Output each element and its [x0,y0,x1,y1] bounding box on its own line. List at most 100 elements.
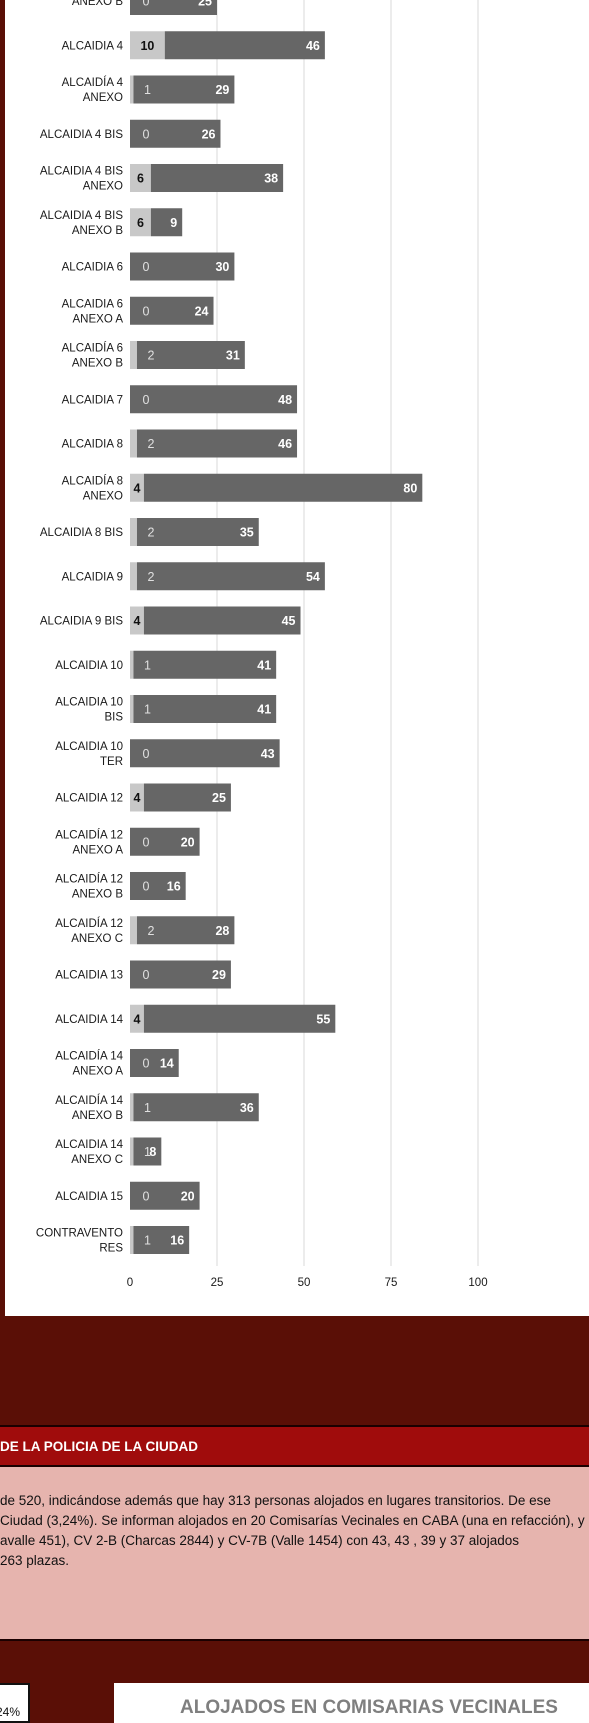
bar-segment-series-2 [130,119,221,148]
data-label-series-2: 36 [240,1101,254,1115]
bar-segment-series-1 [130,208,151,237]
category-label: ALCAIDIA 10 [55,697,123,709]
category-label: ANEXO B [72,225,123,237]
data-label-series-1: 0 [143,260,150,274]
data-label-series-2: 20 [181,835,195,849]
data-label-series-1: 0 [143,1057,150,1071]
data-label-series-1: 1 [144,703,151,717]
bar-segment-series-2 [136,916,235,945]
bar-segment-series-2 [143,606,301,635]
category-label: ANEXO B [72,1110,123,1122]
data-label-series-1: 2 [147,437,154,451]
data-label-series-2: 9 [170,216,177,230]
category-label: ALCAIDÍA 4 [62,76,124,89]
category-label: ALCAIDIA 6 [62,262,123,274]
bar-segment-series-2 [130,827,200,856]
data-label-series-1: 0 [143,127,150,141]
data-label-series-2: 30 [215,260,229,274]
percentage-box: 24% [0,1683,30,1723]
bar-segment-series-1 [130,695,134,723]
category-label: ALCAIDIA 14 [55,1014,123,1026]
data-label-series-2: 43 [261,747,275,761]
data-label-series-2: 25 [198,0,212,9]
data-label-series-2: 46 [278,437,292,451]
category-label: ALCAIDIA 12 [55,793,123,805]
data-label-series-1: 6 [137,172,144,186]
category-label: ALCAIDIA 14 [55,1139,123,1151]
category-label: ALCAIDÍA 14 [55,1094,123,1107]
category-label: ALCAIDIA 15 [55,1191,123,1203]
data-label-series-1: 10 [140,39,154,53]
info-line: de 520, indicándose además que hay 313 p… [0,1493,551,1508]
data-label-series-1: 0 [143,0,150,9]
data-label-series-1: 4 [133,791,140,805]
data-label-series-2: 14 [160,1057,174,1071]
category-label: ALCAIDÍA 12 [55,873,123,886]
category-label: ALCAIDIA 4 BIS [40,166,123,178]
category-label: ANEXO C [71,1154,123,1166]
data-label-series-1: 1 [144,1145,151,1159]
bar-segment-series-1 [130,606,144,635]
bar-segment-series-2 [133,650,277,679]
percentage-label: 24% [0,1705,21,1719]
category-label: ALCAIDÍA 12 [55,917,123,930]
data-label-series-1: 0 [143,1189,150,1203]
category-label: ALCAIDIA 6 [62,298,123,310]
bar-segment-series-2 [130,0,217,15]
data-label-series-1: 1 [144,1234,151,1248]
section-title: DE LA POLICIA DE LA CIUDAD [0,1439,198,1454]
category-label: ALCAIDIA 4 BIS [40,210,123,222]
data-label-series-2: 41 [257,703,271,717]
data-label-series-2: 46 [306,39,320,53]
category-label: ANEXO [83,181,123,193]
category-label: ANEXO [83,490,123,502]
x-tick-label: 50 [298,1277,311,1289]
data-label-series-1: 4 [133,1012,140,1026]
data-label-series-2: 16 [167,880,181,894]
data-label-series-1: 2 [147,526,154,540]
info-box: de 520, indicándose además que hay 313 p… [0,1467,589,1641]
bar-segment-series-2 [133,1093,259,1122]
category-label: ANEXO B [72,889,123,901]
data-label-series-2: 35 [240,526,254,540]
bar-segment-series-1 [130,1004,144,1033]
data-label-series-2: 24 [195,304,209,318]
data-label-series-2: 25 [212,791,226,805]
data-label-series-1: 1 [144,83,151,97]
info-line: Ciudad (3,24%). Se informan alojados en … [0,1513,585,1528]
data-label-series-2: 31 [226,349,240,363]
category-label: ALCAIDIA 8 BIS [40,527,123,539]
data-label-series-2: 26 [202,127,216,141]
data-label-series-2: 29 [212,968,226,982]
data-label-series-1: 0 [143,968,150,982]
x-tick-label: 0 [127,1277,133,1289]
bar-segment-series-2 [130,296,214,325]
bar-segment-series-1 [130,429,137,458]
category-label: ALCAIDÍA 12 [55,828,123,841]
category-label: ANEXO A [73,844,124,856]
category-label: ALCAIDIA 10 [55,741,123,753]
bar-segment-series-1 [130,916,137,945]
data-label-series-1: 6 [137,216,144,230]
category-label: ANEXO C [71,933,123,945]
bar-segment-series-1 [130,31,165,60]
category-label: CONTRAVENTO [36,1228,123,1240]
x-tick-label: 75 [385,1277,398,1289]
data-label-series-2: 48 [278,393,292,407]
data-label-series-1: 4 [133,481,140,495]
category-label: ANEXO A [73,1066,124,1078]
category-label: ALCAIDIA 8 [62,439,123,451]
data-label-series-1: 1 [144,1101,151,1115]
category-label: ALCAIDIA 4 [62,40,124,52]
category-label: ALCAIDIA 9 BIS [40,616,123,628]
category-label: ALCAIDIA 10 [55,660,123,672]
data-label-series-2: 55 [316,1012,330,1026]
data-label-series-2: 41 [257,658,271,672]
bar-segment-series-2 [136,562,325,591]
bar-segment-series-1 [130,341,137,369]
bar-segment-series-2 [136,429,298,458]
bar-segment-series-2 [130,385,298,414]
bar-segment-series-2 [130,1049,179,1077]
data-label-series-1: 4 [133,614,140,628]
bar-segment-series-2 [150,208,183,237]
